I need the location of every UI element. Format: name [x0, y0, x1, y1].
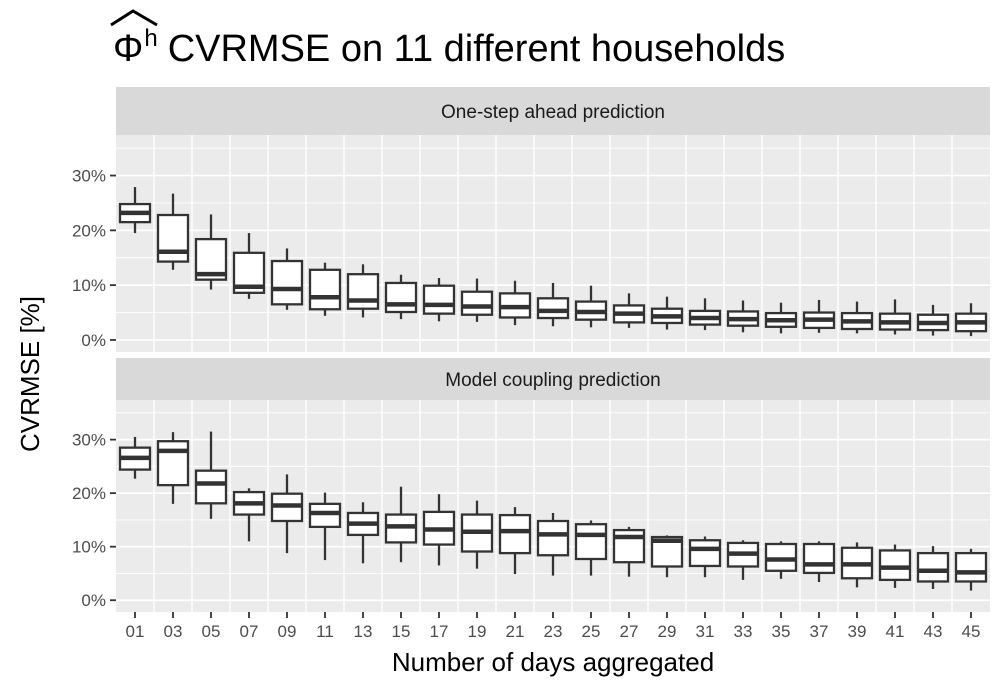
box-iqr — [916, 551, 950, 583]
x-tick-label: 25 — [582, 622, 601, 641]
x-tick-label: 03 — [164, 622, 183, 641]
box-iqr — [346, 273, 380, 310]
plot-title-rest: CVRMSE on 11 different households — [168, 28, 786, 70]
plot-title: Φh CVRMSE on 11 different households — [110, 9, 785, 70]
y-tick-label: 30% — [72, 167, 106, 186]
y-tick-label: 10% — [72, 276, 106, 295]
x-tick-label: 33 — [734, 622, 753, 641]
x-tick-label: 09 — [278, 622, 297, 641]
x-tick-label: 31 — [696, 622, 715, 641]
x-tick-label: 15 — [392, 622, 411, 641]
x-tick-label: 37 — [810, 622, 829, 641]
box-iqr — [384, 281, 418, 314]
x-tick-label: 39 — [848, 622, 867, 641]
x-tick-label: 11 — [316, 622, 334, 641]
x-tick-label: 07 — [240, 622, 259, 641]
y-tick-label: 0% — [81, 591, 106, 610]
box-iqr — [498, 513, 532, 555]
facet-strip-top — [116, 87, 990, 135]
x-tick-label: 35 — [772, 622, 791, 641]
x-tick-label: 45 — [962, 622, 981, 641]
x-tick-label: 27 — [620, 622, 639, 641]
box-iqr — [688, 539, 722, 568]
box-iqr — [270, 259, 304, 306]
box-iqr — [422, 284, 456, 315]
box-iqr — [802, 542, 836, 575]
facet-strip-bottom-label: Model coupling prediction — [445, 370, 660, 391]
y-tick-label: 30% — [72, 431, 106, 450]
y-axis-title: CVRMSE [%] — [15, 296, 45, 452]
box-iqr — [308, 502, 342, 529]
box-iqr — [954, 551, 988, 583]
x-tick-label: 17 — [430, 622, 449, 641]
y-tick-label: 10% — [72, 538, 106, 557]
phi-symbol: Φ — [113, 28, 143, 70]
box-iqr — [878, 549, 912, 582]
x-tick-label: 41 — [886, 622, 905, 641]
x-tick-label: 43 — [924, 622, 943, 641]
hat-accent — [110, 9, 158, 27]
box-iqr — [156, 213, 190, 263]
box-iqr — [574, 523, 608, 561]
x-axis-title: Number of days aggregated — [392, 647, 714, 677]
facet-strip-bottom — [116, 358, 990, 400]
box-iqr — [460, 290, 494, 316]
box-iqr — [156, 440, 190, 487]
facet-strip-top-label: One-step ahead prediction — [441, 102, 665, 123]
box-iqr — [536, 297, 570, 320]
box-iqr — [308, 268, 342, 311]
x-tick-label: 23 — [544, 622, 563, 641]
x-tick-label: 05 — [202, 622, 221, 641]
plot-title-text: Φh CVRMSE on 11 different households — [113, 25, 785, 70]
x-tick-label: 13 — [354, 622, 373, 641]
y-tick-label: 0% — [81, 331, 106, 350]
y-tick-label: 20% — [72, 221, 106, 240]
x-tick-label: 19 — [468, 622, 487, 641]
panels-layer: 0% 10% 20% 30% 0% 10% 20% 30% 01 03 05 07 09 11 13 15 17… — [72, 135, 990, 641]
box-iqr — [536, 519, 570, 557]
box-iqr — [194, 469, 228, 505]
y-tick-label: 20% — [72, 484, 106, 503]
phi-superscript: h — [144, 25, 157, 52]
x-tick-label: 01 — [126, 622, 145, 641]
x-tick-label: 29 — [658, 622, 677, 641]
x-tick-label: 21 — [506, 622, 525, 641]
